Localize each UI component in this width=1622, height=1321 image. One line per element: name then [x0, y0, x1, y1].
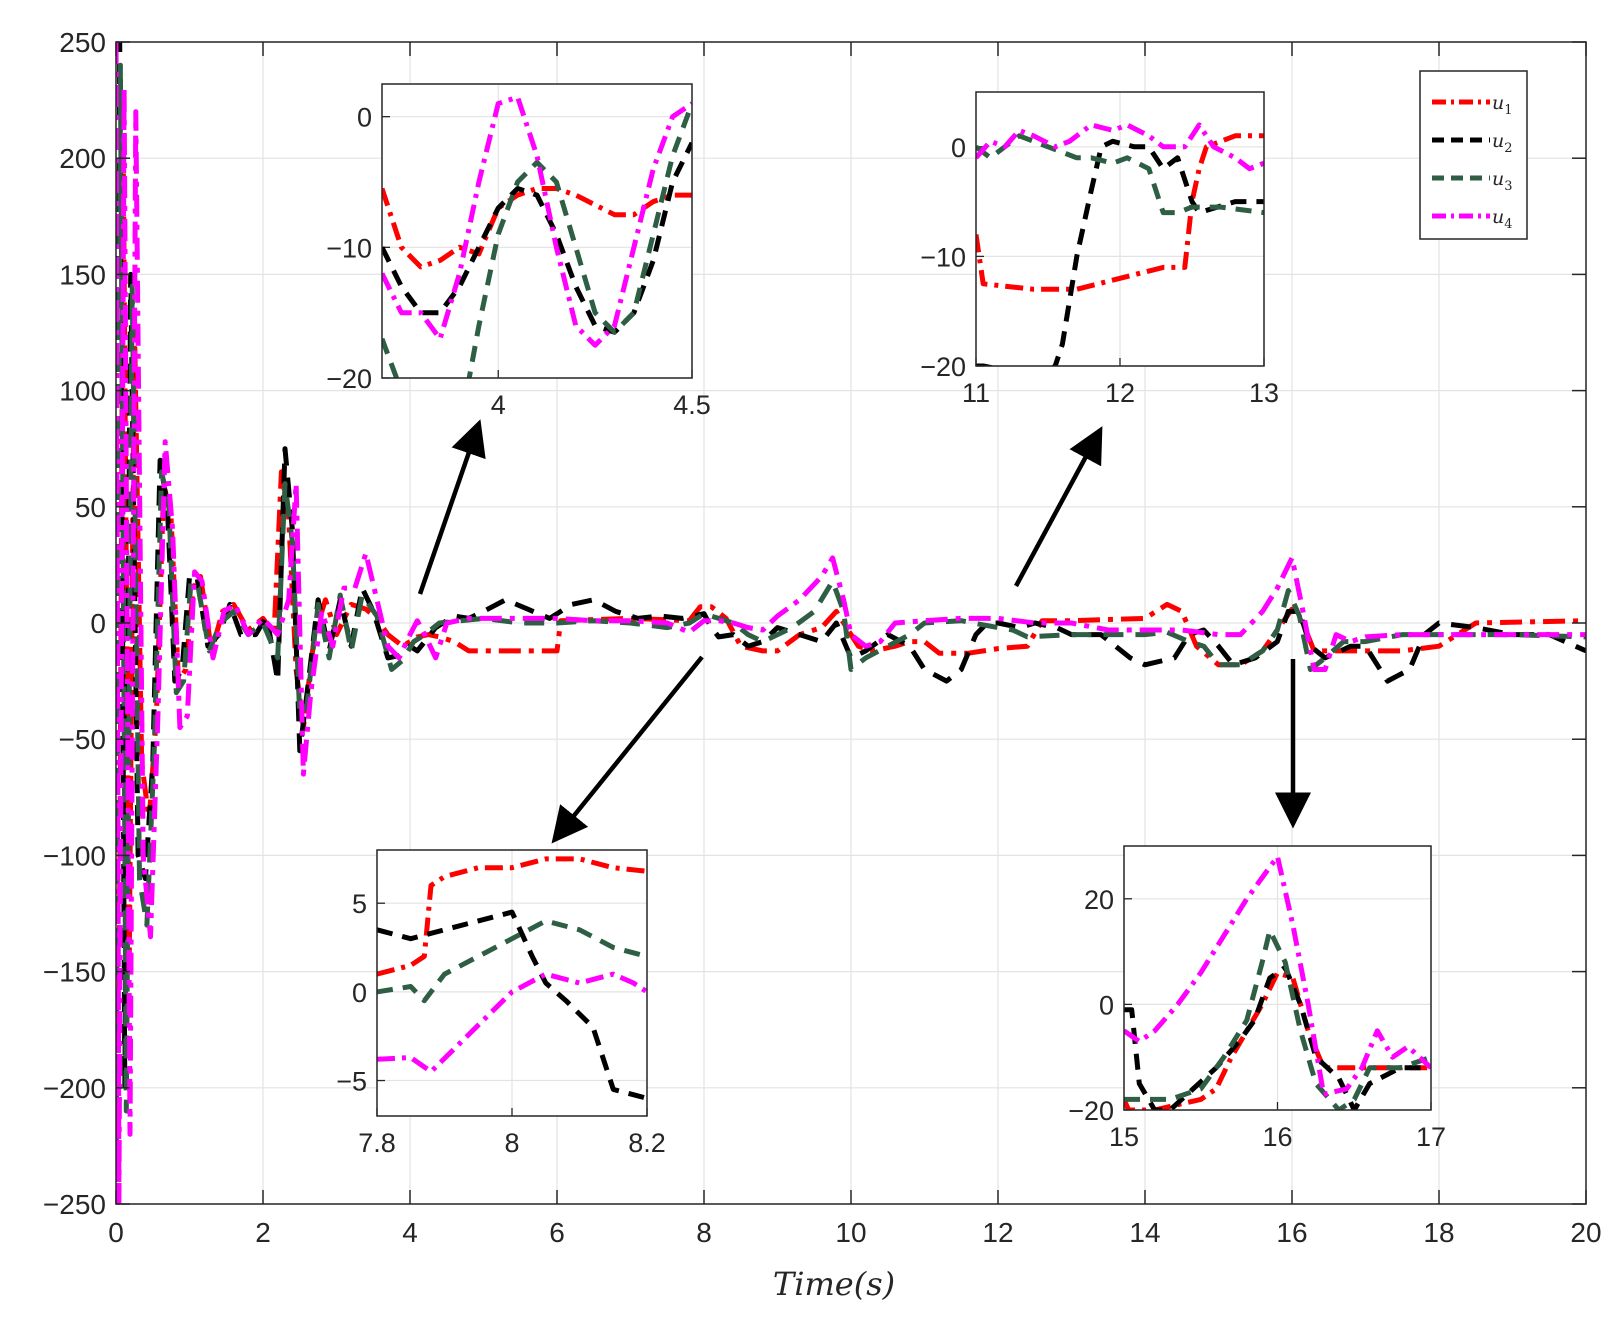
y-tick-label: 150 [59, 259, 106, 290]
y-tick-label: −200 [43, 1073, 106, 1104]
inset-series-line-u4 [382, 94, 692, 348]
legend-label-u3: u3 [1492, 168, 1513, 194]
inset-y-tick-label: −10 [920, 242, 966, 272]
y-tick-label: −50 [59, 724, 107, 755]
series-line-u4 [116, 42, 1586, 1204]
inset-1: 4 4.5 −20 −10 0 [326, 83, 711, 420]
inset-series-line-u2 [1124, 964, 1431, 1110]
x-tick-label: 16 [1276, 1217, 1307, 1248]
series-line-u1 [116, 42, 1586, 1204]
inset-series-line-u4 [1124, 854, 1431, 1097]
legend-label-subscript: 2 [1504, 141, 1512, 156]
y-tick-label: 250 [59, 27, 106, 58]
inset-x-tick-label: 11 [962, 378, 990, 408]
zoom-arrow [417, 419, 486, 595]
inset-series-line-u3 [377, 918, 647, 1004]
legend-label-subscript: 4 [1504, 217, 1512, 232]
inset-series-line-u1 [1124, 970, 1431, 1110]
y-tick-label: −150 [43, 957, 106, 988]
x-tick-label: 12 [982, 1217, 1013, 1248]
x-tick-label: 14 [1129, 1217, 1160, 1248]
x-tick-label: 4 [402, 1217, 418, 1248]
zoom-arrow [1014, 426, 1103, 588]
inset-frame [1123, 845, 1432, 1111]
x-tick-label: 10 [835, 1217, 866, 1248]
legend-label-base: u [1492, 168, 1504, 190]
inset-y-tick-label: −20 [920, 352, 966, 382]
legend-label-u4: u4 [1492, 206, 1513, 232]
y-tick-label: 200 [59, 143, 106, 174]
y-tick-label: 100 [59, 376, 106, 407]
y-tick-label: 50 [75, 492, 106, 523]
inset-background [382, 84, 692, 378]
y-tick-label: 0 [90, 608, 106, 639]
inset-x-tick-label: 4.5 [673, 390, 711, 420]
legend-label-subscript: 1 [1504, 103, 1512, 118]
inset-series-line-u1 [976, 133, 1264, 292]
inset-y-tick-label: 0 [951, 133, 966, 163]
inset-frame [376, 849, 648, 1117]
y-tick-label: −100 [43, 840, 106, 871]
inset-x-tick-label: 12 [1105, 378, 1135, 408]
main-series-group [116, 42, 1586, 1204]
inset-y-tick-label: −20 [326, 364, 372, 394]
inset-y-tick-label: −10 [326, 233, 372, 263]
x-tick-label: 20 [1570, 1217, 1601, 1248]
inset-y-tick-label: 5 [352, 889, 367, 919]
inset-x-tick-label: 13 [1249, 378, 1279, 408]
legend-label-base: u [1492, 130, 1504, 152]
inset-x-tick-label: 8.2 [628, 1128, 666, 1158]
x-tick-label: 18 [1423, 1217, 1454, 1248]
x-tick-label: 8 [696, 1217, 712, 1248]
inset-series-line-u2 [377, 909, 647, 1101]
inset-y-tick-label: 20 [1084, 885, 1114, 915]
inset-series-line-u4 [976, 122, 1264, 172]
inset-x-tick-label: 15 [1109, 1122, 1139, 1152]
series-line-u3 [116, 62, 1586, 1204]
inset-2: 11 12 13 −20 −10 0 [920, 91, 1279, 408]
inset-x-tick-label: 16 [1262, 1122, 1292, 1152]
legend-label-subscript: 3 [1504, 179, 1512, 194]
x-tick-label: 6 [549, 1217, 565, 1248]
x-tick-label: 2 [255, 1217, 271, 1248]
legend-label-u2: u2 [1492, 130, 1513, 156]
inset-x-tick-label: 4 [491, 390, 506, 420]
x-tick-label: 0 [108, 1217, 124, 1248]
inset-y-tick-label: −5 [336, 1067, 367, 1097]
zoom-arrows [417, 419, 1311, 844]
zoom-arrow [551, 655, 704, 844]
legend-box [1419, 70, 1528, 240]
inset-series-line-u4 [377, 971, 647, 1075]
inset-frame [975, 91, 1265, 367]
x-axis-label: Time(s) [773, 1265, 895, 1303]
inset-series-line-u1 [377, 856, 647, 977]
inset-x-tick-label: 7.8 [358, 1128, 396, 1158]
inset-y-tick-label: 0 [352, 978, 367, 1008]
legend-label-base: u [1492, 92, 1504, 114]
inset-y-tick-label: −20 [1068, 1096, 1114, 1126]
inset-3: 7.8 8 8.2 −5 0 5 [336, 849, 666, 1158]
inset-series-line-u3 [976, 133, 1264, 216]
inset-4: 15 16 17 −20 0 20 [1068, 845, 1446, 1152]
y-tick-label: −250 [43, 1189, 106, 1220]
legend-label-base: u [1492, 206, 1504, 228]
legend-label-u1: u1 [1492, 92, 1513, 118]
inset-x-tick-label: 8 [504, 1128, 519, 1158]
main-tick-labels: 0 2 4 6 8 10 12 14 16 18 20−250−200−150−100−500501… [43, 27, 1602, 1248]
inset-y-tick-label: 0 [357, 103, 372, 133]
inset-series-line-u3 [1124, 928, 1431, 1110]
inset-x-tick-label: 17 [1416, 1122, 1446, 1152]
inset-y-tick-label: 0 [1099, 990, 1114, 1020]
inset-series-line-u3 [382, 102, 692, 378]
inset-frame [381, 83, 693, 379]
